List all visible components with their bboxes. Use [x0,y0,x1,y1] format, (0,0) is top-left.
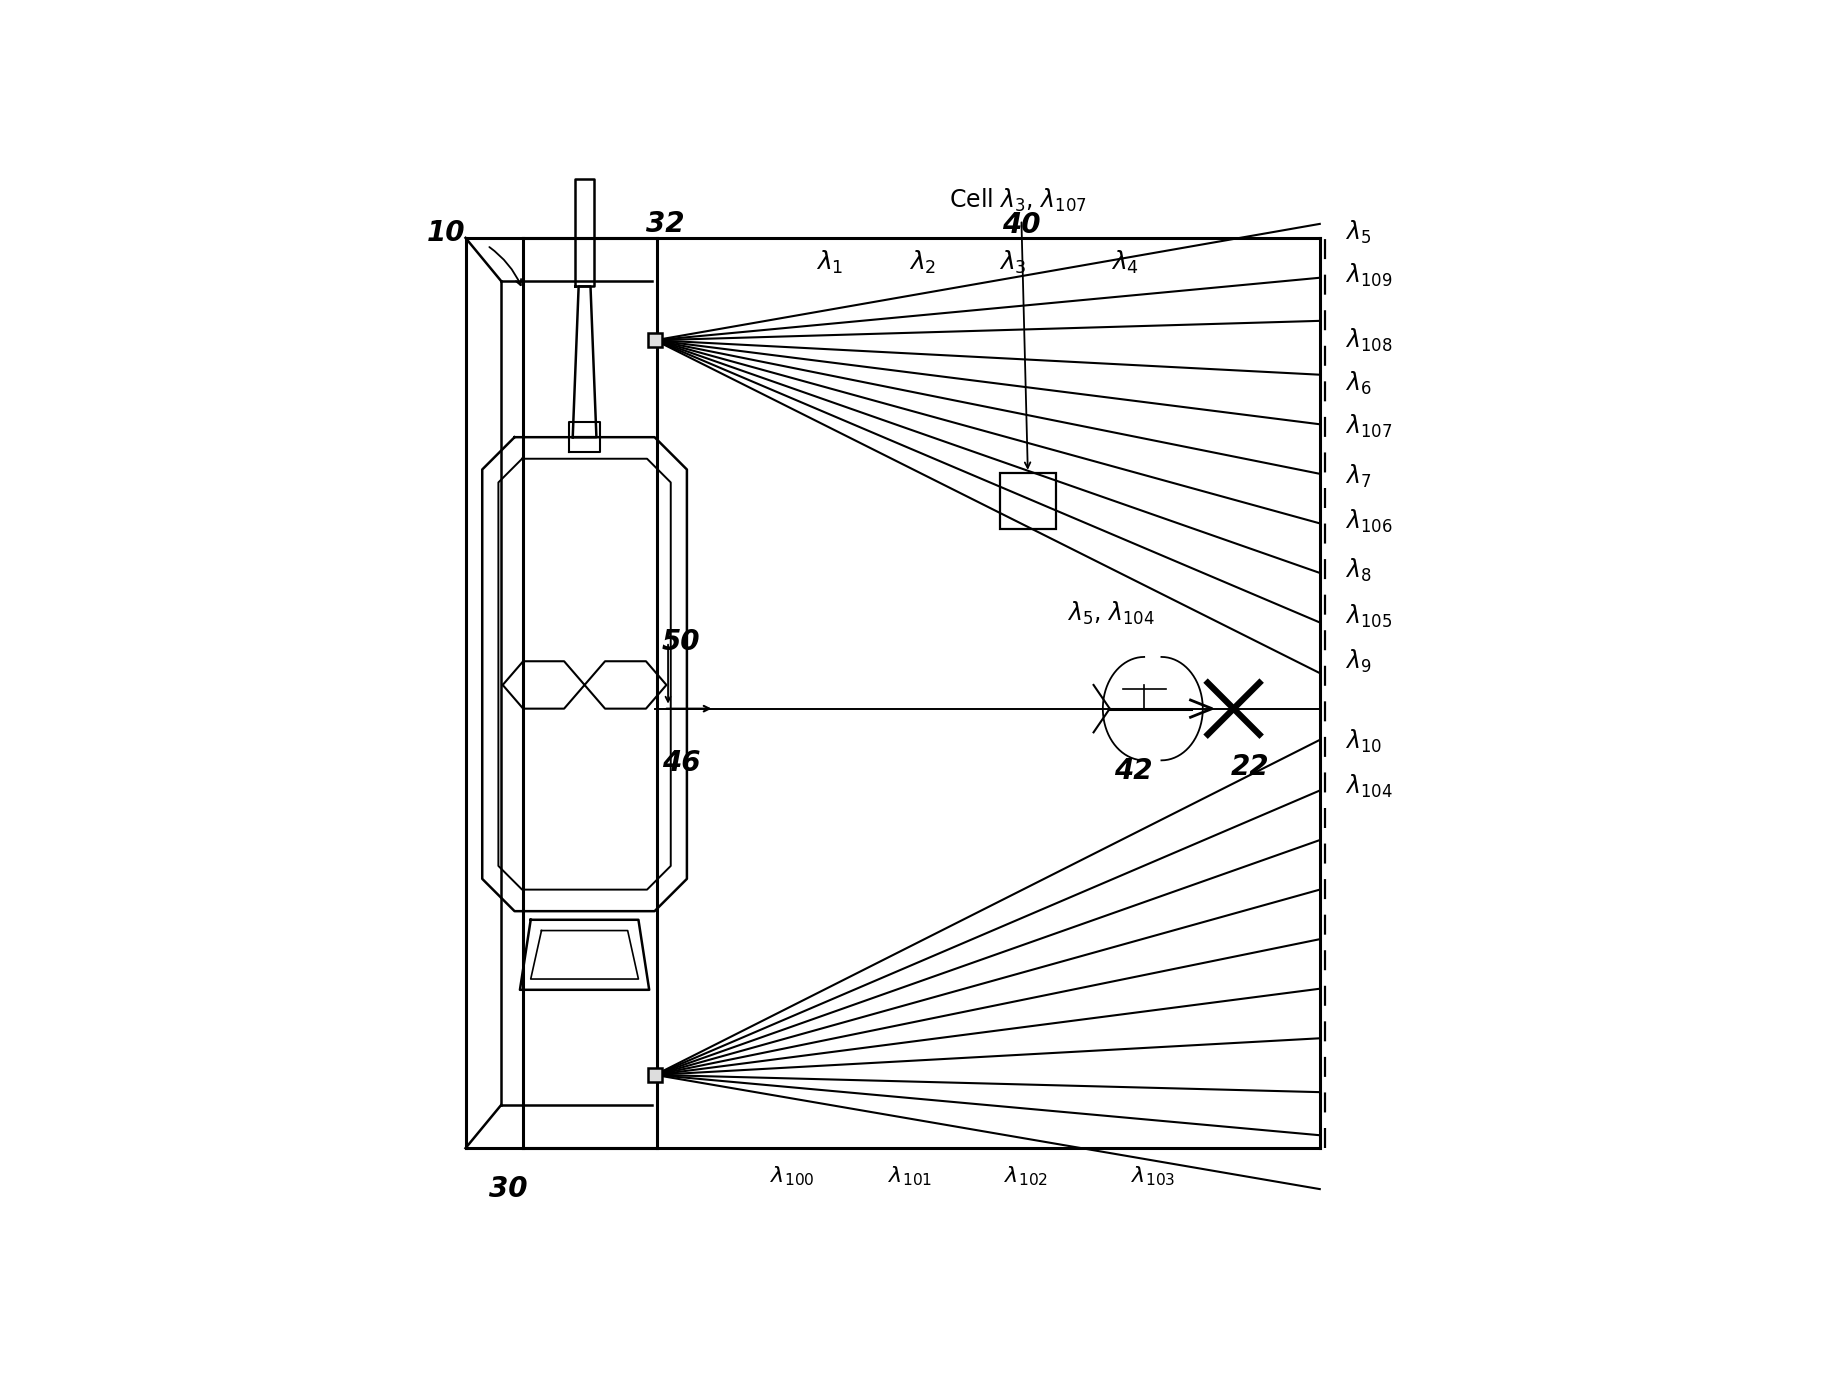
Text: $\lambda_3$: $\lambda_3$ [999,249,1026,276]
Text: $\lambda_{107}$: $\lambda_{107}$ [1344,413,1392,441]
Text: 10: 10 [426,218,465,246]
Text: $\lambda_9$: $\lambda_9$ [1344,648,1370,674]
Text: 40: 40 [1002,211,1041,239]
Text: 22: 22 [1231,753,1269,781]
Bar [1000,473,1055,529]
Text: 42: 42 [1114,757,1152,785]
Text: $\lambda_{101}$: $\lambda_{101}$ [889,1164,933,1188]
Text: $\lambda_{108}$: $\lambda_{108}$ [1344,326,1392,354]
Text: $\lambda_{106}$: $\lambda_{106}$ [1344,508,1392,534]
Bar [647,333,662,347]
Text: $\lambda_{104}$: $\lambda_{104}$ [1344,772,1392,800]
Text: 50: 50 [662,628,701,656]
Text: $\lambda_2$: $\lambda_2$ [909,249,936,276]
Text: $\lambda_1$: $\lambda_1$ [816,249,843,276]
Text: 46: 46 [662,748,701,776]
Text: $\lambda_5$, $\lambda_{104}$: $\lambda_5$, $\lambda_{104}$ [1066,600,1154,628]
Text: $\lambda_{100}$: $\lambda_{100}$ [770,1164,814,1188]
Text: 30: 30 [490,1175,529,1203]
Text: $\lambda_8$: $\lambda_8$ [1344,557,1372,585]
Text: $\lambda_{103}$: $\lambda_{103}$ [1130,1164,1174,1188]
Text: $\lambda_4$: $\lambda_4$ [1110,249,1139,276]
Text: $\lambda_7$: $\lambda_7$ [1344,462,1370,490]
Bar [647,1067,662,1081]
Text: $\lambda_{105}$: $\lambda_{105}$ [1344,603,1392,630]
Text: $\lambda_{102}$: $\lambda_{102}$ [1004,1164,1048,1188]
Text: 32: 32 [646,210,684,238]
Text: $\lambda_5$: $\lambda_5$ [1344,218,1370,246]
Text: $\lambda_{109}$: $\lambda_{109}$ [1344,262,1392,290]
Text: $\lambda_6$: $\lambda_6$ [1344,369,1372,397]
Text: Cell $\lambda_3$, $\lambda_{107}$: Cell $\lambda_3$, $\lambda_{107}$ [949,187,1086,214]
Text: $\lambda_{10}$: $\lambda_{10}$ [1344,727,1381,754]
